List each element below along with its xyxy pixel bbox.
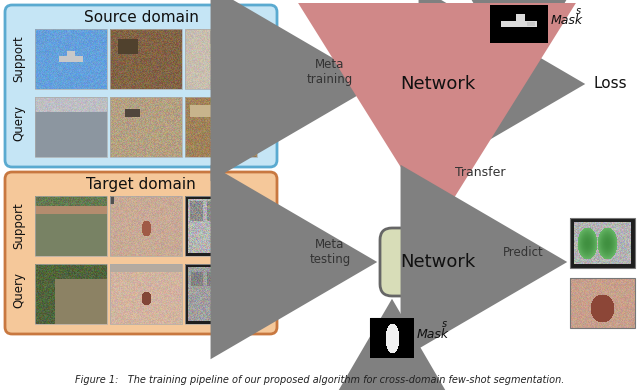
Text: Query: Query xyxy=(13,272,26,308)
Bar xyxy=(110,97,182,157)
Text: Mask: Mask xyxy=(417,328,449,340)
Bar xyxy=(185,29,257,89)
Bar xyxy=(370,318,414,358)
Text: Meta
testing: Meta testing xyxy=(309,238,351,266)
Text: Support: Support xyxy=(13,35,26,82)
Text: Meta
training: Meta training xyxy=(307,58,353,86)
Text: Target domain: Target domain xyxy=(86,177,196,193)
Text: Source domain: Source domain xyxy=(84,11,198,25)
Bar xyxy=(185,264,257,324)
Bar xyxy=(35,97,107,157)
Bar xyxy=(35,264,107,324)
Bar xyxy=(35,196,107,256)
Text: Network: Network xyxy=(400,75,475,93)
Bar xyxy=(110,29,182,89)
Text: Figure 1:   The training pipeline of our proposed algorithm for cross-domain few: Figure 1: The training pipeline of our p… xyxy=(76,375,564,385)
Bar xyxy=(570,218,635,268)
Text: Support: Support xyxy=(13,202,26,249)
Text: s: s xyxy=(576,6,581,16)
FancyBboxPatch shape xyxy=(380,50,495,118)
Bar xyxy=(570,278,635,328)
FancyBboxPatch shape xyxy=(5,5,277,167)
Text: s: s xyxy=(442,319,447,329)
Bar xyxy=(185,196,257,256)
FancyBboxPatch shape xyxy=(5,172,277,334)
Text: Transfer: Transfer xyxy=(455,167,506,179)
Text: Loss: Loss xyxy=(593,76,627,92)
Bar xyxy=(490,5,548,43)
Bar xyxy=(35,29,107,89)
FancyBboxPatch shape xyxy=(380,228,495,296)
Text: Predict: Predict xyxy=(502,246,543,259)
Text: Mask: Mask xyxy=(551,14,583,27)
Bar xyxy=(110,264,182,324)
Bar xyxy=(185,97,257,157)
Bar xyxy=(110,196,182,256)
Text: Network: Network xyxy=(400,253,475,271)
Text: Query: Query xyxy=(13,105,26,141)
